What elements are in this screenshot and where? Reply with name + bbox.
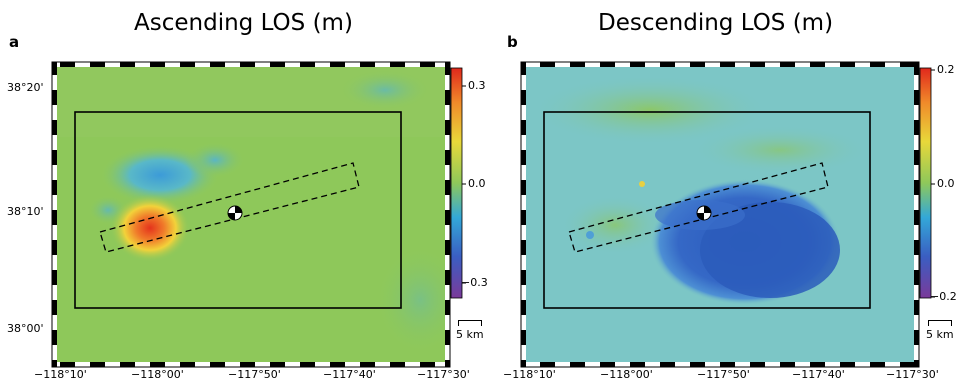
panel-a-xtick-4: −117°40' bbox=[323, 368, 376, 381]
panel-a-beachball-icon bbox=[227, 205, 243, 221]
panel-a-ytick-2: 38°10' bbox=[7, 205, 44, 218]
panel-a-colorbar-tick-zero: 0.0 bbox=[468, 177, 486, 190]
panel-b-colorbar-tick-min: −0.2 bbox=[930, 290, 957, 303]
panel-b-xtick-2: −118°00' bbox=[600, 368, 653, 381]
panel-b-study-area-box bbox=[543, 111, 871, 309]
panel-b-title: Descending LOS (m) bbox=[598, 10, 834, 36]
panel-a-xtick-5: −117°30' bbox=[417, 368, 470, 381]
panel-a-map bbox=[51, 61, 451, 368]
panel-b-scale-label: 5 km bbox=[926, 328, 954, 341]
panel-a-title: Ascending LOS (m) bbox=[134, 10, 353, 36]
panel-a-letter: a bbox=[9, 33, 20, 51]
panel-b-xtick-3: −117°50' bbox=[697, 368, 750, 381]
panel-a-study-area-box bbox=[74, 111, 402, 309]
panel-b-colorbar bbox=[919, 67, 935, 299]
panel-b-xtick-1: −118°10' bbox=[503, 368, 556, 381]
panel-a-xtick-1: −118°10' bbox=[34, 368, 87, 381]
panel-a-ytick-1: 38°20' bbox=[7, 81, 44, 94]
panel-a-colorbar-tick-max: 0.3 bbox=[468, 79, 486, 92]
panel-a-fault-plane bbox=[99, 162, 360, 253]
panel-a-xtick-3: −117°50' bbox=[228, 368, 281, 381]
panel-b-letter: b bbox=[507, 33, 518, 51]
panel-b-colorbar-tick-max: 0.2 bbox=[937, 63, 955, 76]
panel-b-xtick-4: −117°40' bbox=[792, 368, 845, 381]
panel-a-scale-label: 5 km bbox=[456, 328, 484, 341]
panel-b-map bbox=[520, 61, 920, 368]
panel-b-xtick-5: −117°30' bbox=[886, 368, 939, 381]
panel-b-fault-plane bbox=[568, 162, 829, 253]
panel-a-colorbar-tick-min: −0.3 bbox=[461, 276, 488, 289]
panel-a-ytick-3: 38°00' bbox=[7, 322, 44, 335]
panel-a-xtick-2: −118°00' bbox=[131, 368, 184, 381]
panel-b-colorbar-tick-zero: 0.0 bbox=[937, 177, 955, 190]
panel-b-beachball-icon bbox=[696, 205, 712, 221]
panel-a-colorbar bbox=[450, 67, 466, 299]
